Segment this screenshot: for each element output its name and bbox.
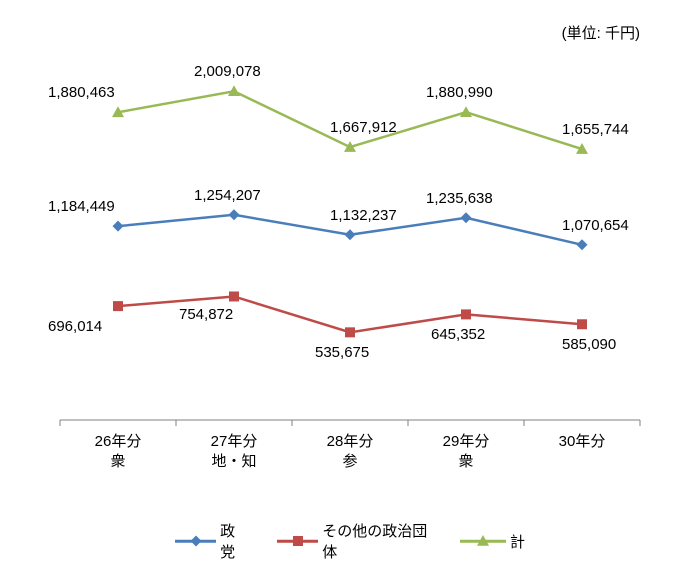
data-label: 645,352 (431, 326, 485, 343)
data-label: 696,014 (48, 318, 102, 335)
category-label: 28年分 参 (310, 432, 390, 473)
category-label: 29年分 衆 (426, 432, 506, 473)
legend-marker-icon (175, 533, 216, 549)
data-label: 1,184,449 (48, 198, 115, 215)
legend-label: 計 (510, 531, 525, 552)
legend-label: その他の政治団体 (322, 520, 430, 562)
legend-marker-icon (277, 533, 318, 549)
data-label: 1,655,744 (562, 121, 629, 138)
data-label: 1,070,654 (562, 217, 629, 234)
legend-item: 政党 (175, 520, 247, 562)
data-label: 1,254,207 (194, 187, 261, 204)
data-label: 2,009,078 (194, 63, 261, 80)
chart-container: (単位: 千円) 26年分 衆27年分 地・知28年分 参29年分 衆30年分 … (0, 0, 700, 567)
data-label: 1,667,912 (330, 119, 397, 136)
category-label: 27年分 地・知 (194, 432, 274, 473)
legend-item: その他の政治団体 (277, 520, 430, 562)
data-label: 585,090 (562, 336, 616, 353)
data-label: 535,675 (315, 344, 369, 361)
legend: 政党 その他の政治団体 計 (175, 520, 525, 562)
data-label: 1,235,638 (426, 190, 493, 207)
legend-marker-icon (460, 533, 506, 549)
unit-label: (単位: 千円) (562, 22, 640, 43)
data-label: 1,132,237 (330, 207, 397, 224)
data-label: 1,880,990 (426, 84, 493, 101)
data-label: 1,880,463 (48, 84, 115, 101)
legend-item: 計 (460, 531, 525, 552)
data-label: 754,872 (179, 306, 233, 323)
category-label: 26年分 衆 (78, 432, 158, 473)
legend-label: 政党 (220, 520, 247, 562)
category-label: 30年分 (542, 432, 622, 452)
